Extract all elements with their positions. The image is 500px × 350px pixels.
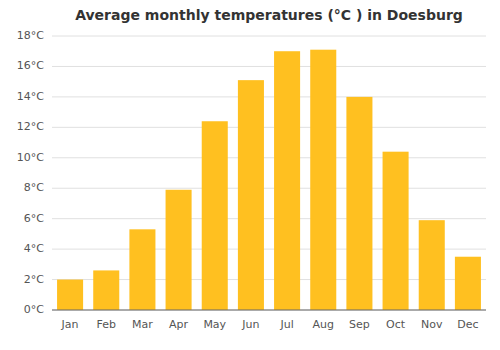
grid-line	[52, 127, 486, 128]
x-tick-label: Feb	[97, 318, 116, 331]
x-tick-label: Mar	[132, 318, 153, 331]
x-tick-label: Apr	[169, 318, 189, 331]
grid-line	[52, 157, 486, 158]
bar	[419, 220, 445, 310]
bar	[383, 152, 409, 310]
x-tick-label: Jan	[61, 318, 79, 331]
y-tick-label: 12°C	[17, 120, 44, 133]
grid-line	[52, 96, 486, 97]
grid	[52, 36, 486, 310]
grid-line	[52, 66, 486, 67]
y-tick-label: 8°C	[24, 181, 44, 194]
y-tick-label: 18°C	[17, 29, 44, 42]
bar	[166, 190, 192, 310]
grid-line	[52, 36, 486, 37]
x-tick-label: Jun	[241, 318, 259, 331]
y-axis: 0°C 2°C 4°C 6°C 8°C 10°C 12°C 14°C 16°C 18°C	[17, 29, 44, 316]
y-tick-label: 10°C	[17, 151, 44, 164]
bar	[129, 229, 155, 310]
bar	[238, 80, 264, 310]
grid-line	[52, 188, 486, 189]
bar	[274, 51, 300, 310]
x-tick-label: Nov	[421, 318, 443, 331]
x-tick-label: Jul	[279, 318, 293, 331]
x-axis-line	[52, 310, 486, 311]
y-tick-label: 2°C	[24, 273, 44, 286]
chart: 0°C 2°C 4°C 6°C 8°C 10°C 12°C 14°C 16°C 18°C Jan Fe…	[0, 0, 500, 350]
bars	[57, 50, 481, 310]
x-tick-label: Oct	[386, 318, 406, 331]
chart-container: 0°C 2°C 4°C 6°C 8°C 10°C 12°C 14°C 16°C 18°C Jan Fe…	[0, 0, 500, 350]
bar	[346, 97, 372, 310]
x-tick-label: May	[203, 318, 226, 331]
x-tick-label: Sep	[349, 318, 370, 331]
y-tick-label: 0°C	[24, 303, 44, 316]
x-tick-label: Aug	[313, 318, 334, 331]
title: Average monthly temperatures (°C ) in Do…	[75, 7, 463, 23]
y-tick-label: 6°C	[24, 212, 44, 225]
bar	[310, 50, 336, 310]
y-tick-label: 4°C	[24, 242, 44, 255]
x-tick-label: Dec	[457, 318, 478, 331]
x-axis: Jan Feb Mar Apr May Jun Jul Aug Sep Oct Nov Dec	[61, 318, 479, 331]
y-tick-label: 16°C	[17, 59, 44, 72]
bar	[455, 257, 481, 310]
grid-line	[52, 310, 486, 311]
y-tick-label: 14°C	[17, 90, 44, 103]
bar	[57, 280, 83, 310]
bar	[202, 121, 228, 310]
bar	[93, 270, 119, 310]
grid-line	[52, 218, 486, 219]
